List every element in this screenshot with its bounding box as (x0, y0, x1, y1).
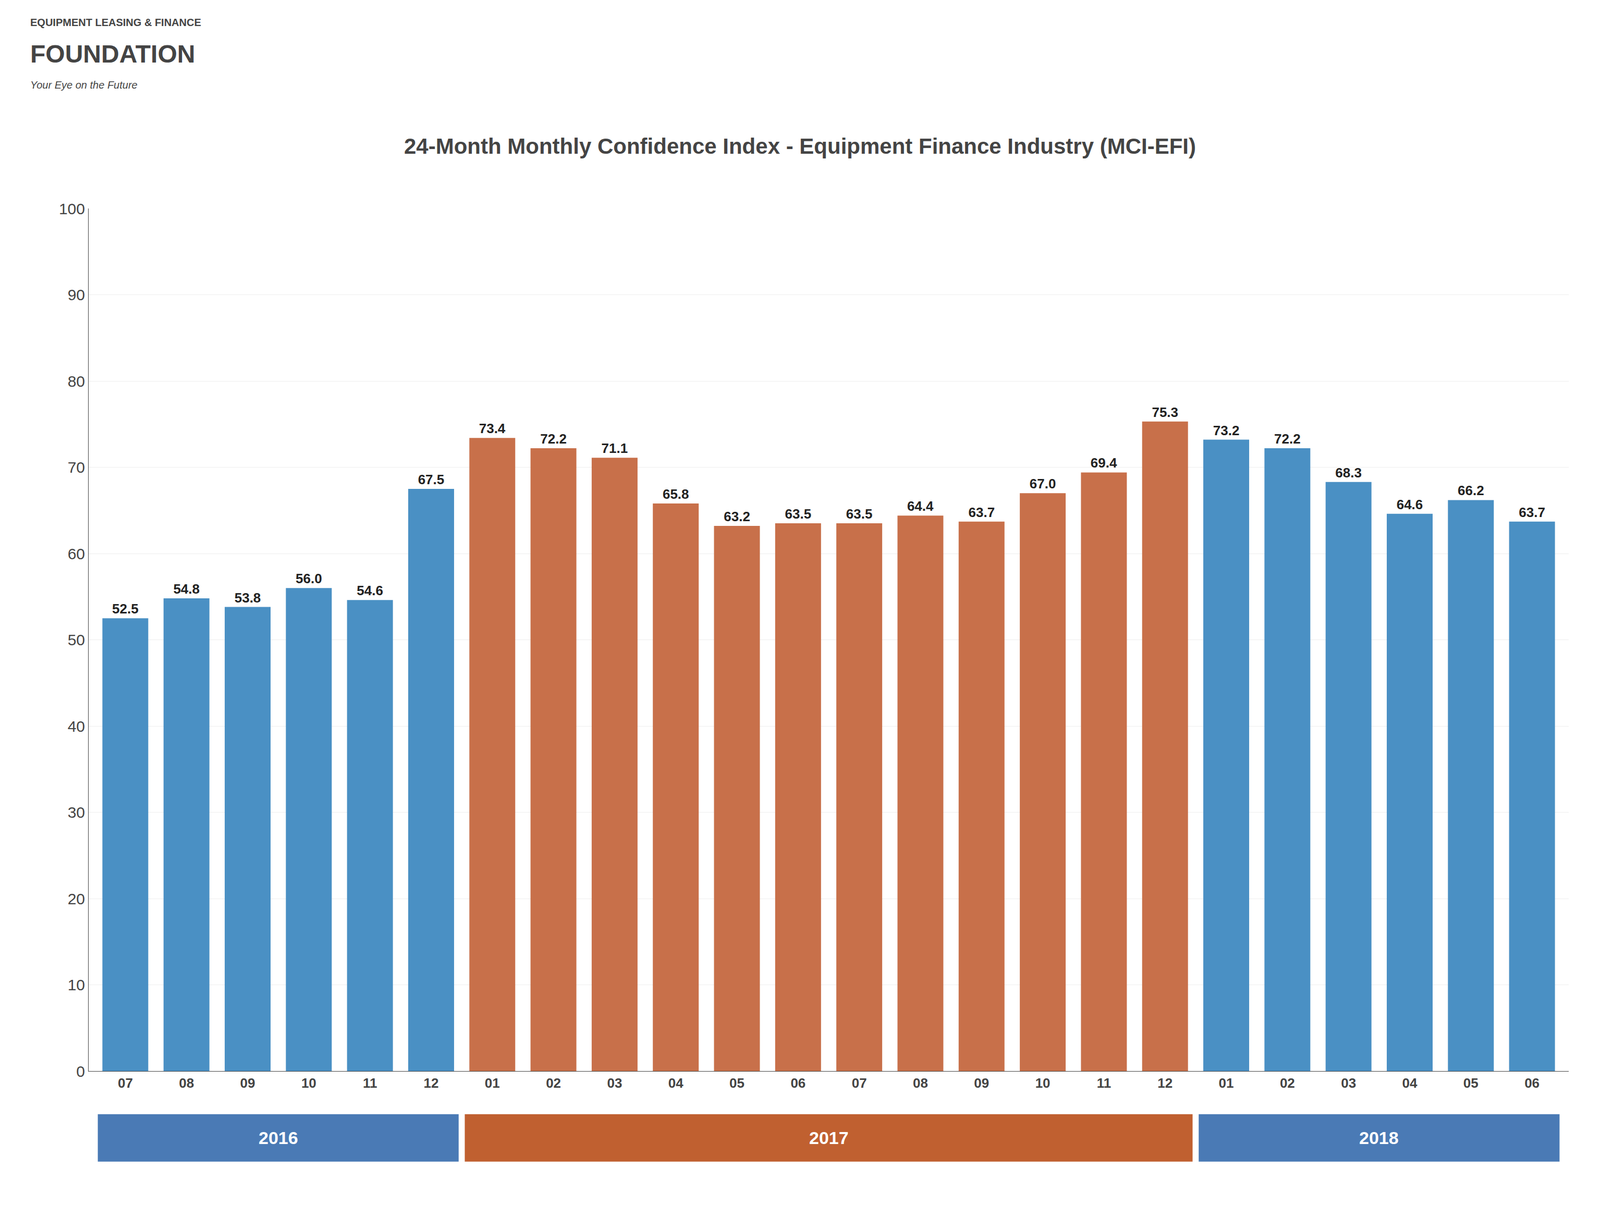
svg-text:100: 100 (58, 200, 85, 218)
svg-text:11: 11 (362, 1075, 378, 1092)
svg-text:20: 20 (67, 890, 85, 908)
svg-text:07: 07 (851, 1075, 867, 1092)
svg-text:03: 03 (1340, 1075, 1357, 1092)
svg-text:10: 10 (301, 1075, 317, 1092)
svg-text:40: 40 (67, 717, 85, 736)
svg-text:05: 05 (729, 1075, 745, 1092)
svg-text:63.2: 63.2 (723, 508, 751, 525)
svg-text:69.4: 69.4 (1090, 455, 1118, 471)
svg-text:67.0: 67.0 (1029, 475, 1057, 492)
svg-text:67.5: 67.5 (418, 471, 445, 488)
svg-text:08: 08 (912, 1075, 928, 1092)
svg-text:63.7: 63.7 (968, 504, 995, 521)
svg-text:73.2: 73.2 (1213, 422, 1240, 439)
svg-text:04: 04 (1402, 1075, 1418, 1092)
svg-text:08: 08 (178, 1075, 194, 1092)
svg-text:63.7: 63.7 (1518, 504, 1546, 521)
svg-text:11: 11 (1096, 1075, 1112, 1092)
svg-text:0: 0 (76, 1063, 85, 1081)
svg-text:80: 80 (67, 372, 85, 390)
svg-text:75.3: 75.3 (1151, 404, 1179, 421)
svg-text:54.6: 54.6 (356, 582, 384, 599)
svg-text:73.4: 73.4 (479, 420, 506, 437)
svg-text:54.8: 54.8 (173, 581, 200, 597)
svg-text:01: 01 (1218, 1075, 1235, 1092)
svg-text:72.2: 72.2 (1274, 431, 1301, 447)
svg-text:03: 03 (606, 1075, 622, 1092)
svg-text:02: 02 (1279, 1075, 1296, 1092)
svg-text:09: 09 (240, 1075, 256, 1092)
svg-text:70: 70 (67, 458, 85, 476)
svg-text:66.2: 66.2 (1457, 482, 1485, 499)
svg-text:2016: 2016 (258, 1128, 299, 1148)
svg-text:01: 01 (484, 1075, 500, 1092)
svg-text:EQUIPMENT LEASING & FINANCE: EQUIPMENT LEASING & FINANCE (30, 16, 202, 29)
svg-text:56.0: 56.0 (295, 570, 323, 587)
svg-text:30: 30 (67, 803, 85, 822)
svg-text:09: 09 (973, 1075, 989, 1092)
svg-text:10: 10 (67, 976, 85, 994)
svg-text:52.5: 52.5 (112, 601, 139, 617)
svg-text:64.6: 64.6 (1396, 496, 1424, 513)
svg-text:90: 90 (67, 286, 85, 304)
svg-text:06: 06 (790, 1075, 806, 1092)
svg-text:2017: 2017 (809, 1128, 849, 1148)
svg-text:02: 02 (545, 1075, 561, 1092)
svg-text:10: 10 (1035, 1075, 1051, 1092)
svg-text:50: 50 (67, 631, 85, 649)
svg-text:05: 05 (1463, 1075, 1479, 1092)
svg-text:63.5: 63.5 (846, 506, 873, 522)
svg-text:12: 12 (423, 1075, 439, 1092)
svg-text:04: 04 (668, 1075, 684, 1092)
svg-text:06: 06 (1524, 1075, 1540, 1092)
svg-text:24-Month Monthly Confidence In: 24-Month Monthly Confidence Index - Equi… (404, 133, 1196, 159)
svg-text:Your Eye on the Future: Your Eye on the Future (30, 79, 138, 91)
svg-text:63.5: 63.5 (785, 506, 812, 522)
svg-text:12: 12 (1157, 1075, 1173, 1092)
svg-text:07: 07 (117, 1075, 133, 1092)
svg-text:60: 60 (67, 545, 85, 563)
svg-text:FOUNDATION: FOUNDATION (30, 40, 195, 68)
svg-text:68.3: 68.3 (1335, 465, 1362, 481)
svg-text:64.4: 64.4 (907, 498, 934, 515)
svg-text:72.2: 72.2 (540, 431, 567, 447)
svg-text:65.8: 65.8 (662, 486, 690, 503)
svg-text:53.8: 53.8 (234, 590, 262, 606)
svg-text:71.1: 71.1 (601, 440, 629, 457)
svg-text:2018: 2018 (1359, 1128, 1399, 1148)
